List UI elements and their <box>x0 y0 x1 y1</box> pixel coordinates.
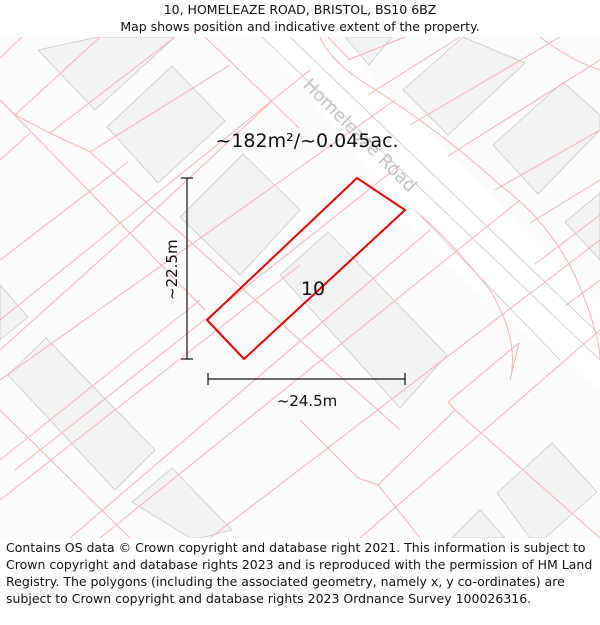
building <box>402 37 526 136</box>
building <box>131 467 233 538</box>
map-header: 10, HOMELEAZE ROAD, BRISTOL, BS10 6BZ Ma… <box>0 0 600 38</box>
building <box>492 81 600 195</box>
area-label: ~182m²/~0.045ac. <box>215 130 398 152</box>
building <box>344 37 393 66</box>
map-subtitle: Map shows position and indicative extent… <box>120 19 480 34</box>
building <box>496 442 598 538</box>
vertical-dimension-label: ~22.5m <box>163 239 181 300</box>
building <box>451 509 506 538</box>
building <box>0 284 29 341</box>
horizontal-dimension <box>207 373 406 385</box>
building <box>564 192 600 261</box>
property-boundary[interactable] <box>205 176 407 361</box>
horizontal-dimension-label: ~24.5m <box>277 392 338 410</box>
property-address-title: 10, HOMELEAZE ROAD, BRISTOL, BS10 6BZ <box>163 2 437 17</box>
house-number-label: 10 <box>301 278 325 300</box>
building <box>106 65 226 184</box>
road-homeleaze <box>261 37 600 390</box>
building <box>179 153 301 276</box>
map-canvas: Homeleaze Road ~22.5m ~24.5m ~182m²/~0.0… <box>0 37 600 538</box>
building <box>7 337 156 491</box>
building <box>279 231 448 409</box>
building <box>37 37 176 111</box>
buildings <box>0 37 600 538</box>
copyright-notice: Contains OS data © Crown copyright and d… <box>6 540 593 606</box>
vertical-dimension <box>181 177 193 360</box>
property-map[interactable]: Homeleaze Road ~22.5m ~24.5m ~182m²/~0.0… <box>0 37 600 538</box>
parcel-boundaries <box>0 37 600 538</box>
